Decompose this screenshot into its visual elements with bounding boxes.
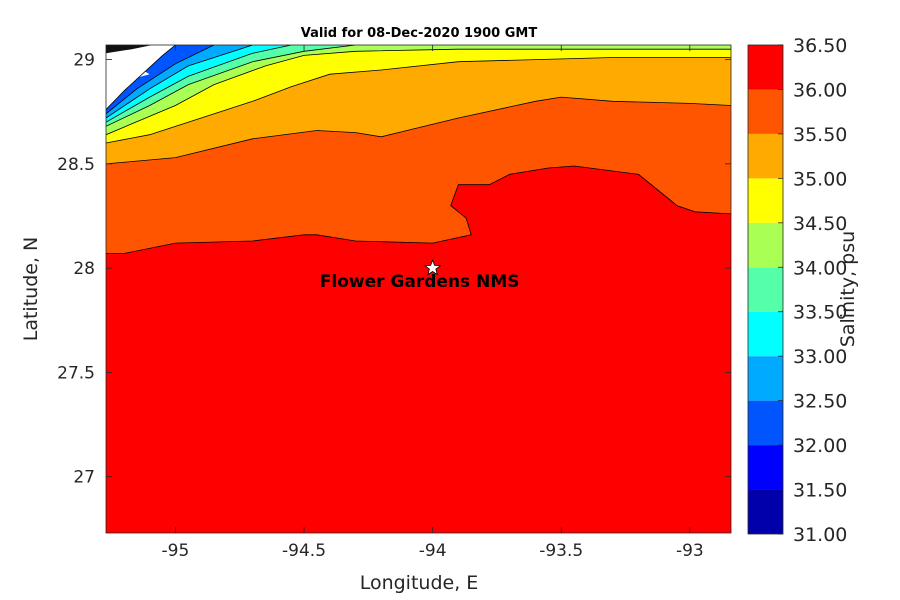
colorbar-block [748,178,783,223]
x-tick-label: -93 [676,541,704,561]
contour-band-36-36.5 [106,165,731,254]
contour-band-34-34.5 [106,45,356,127]
contour-band-32-32.5 [106,45,176,110]
colorbar-block [748,222,783,268]
colorbar-tick-label: 34.50 [793,213,847,235]
colorbar-tick-label: 32.50 [793,391,847,413]
star-icon [423,258,442,276]
x-tick-label: -95 [162,541,190,561]
colorbar-block [748,45,783,90]
y-tick-label: 29 [73,51,95,71]
y-axis-label: Latitude, N [20,237,42,342]
colorbar-tick-label: 31.50 [793,480,847,502]
colorbar-tick-label: 33.50 [793,302,847,324]
site-label: Flower Gardens NMS [320,272,520,292]
contour-band-33-33.5 [106,45,253,119]
colorbar-tick-label: 36.00 [793,79,847,101]
y-tick-label: 28 [73,259,95,279]
land-island [118,59,150,79]
colorbar: 31.00 31.50 32.00 32.50 33.00 33.50 34.00 34.50… [747,35,859,546]
contour-band-34.5-35 [106,48,731,136]
plot-frame [105,44,732,534]
x-tick-label: -94.5 [282,541,326,561]
x-tick-label: -94 [419,541,447,561]
y-tick-label: 27 [73,468,95,488]
y-tick-label: 28.5 [57,155,95,175]
colorbar-block [748,445,783,490]
colorbar-block [748,267,783,312]
colorbar-block [748,356,783,401]
colorbar-tick-label: 36.50 [793,35,847,57]
colorbar-label: Salinity, psu [837,231,859,347]
x-axis-label: Longitude, E [360,572,479,594]
contour-band-33.5-34 [106,45,292,123]
colorbar-frame [747,44,784,535]
band-35-35.5 [106,45,731,143]
colorbar-tick-label: 35.00 [793,168,847,190]
contour-band-35-35.5 [106,57,731,144]
contour-band-35.5-36 [106,96,731,165]
colorbar-tick-label: 34.00 [793,257,847,279]
y-tick-label: 27.5 [57,363,95,383]
colorbar-block [748,311,783,357]
plot-area: -95 -94.5 -94 -93.5 -93 27 27.5 28 28.5 29 [57,44,732,561]
colorbar-tick-label: 33.00 [793,346,847,368]
colorbar-block [748,400,783,446]
site-marker-group: Flower Gardens NMS [320,258,520,292]
land-shoreline-hatch [106,45,153,54]
colorbar-tick-label: 31.00 [793,524,847,546]
contour-band-32.5-33 [106,45,215,115]
x-tick-label: -93.5 [539,541,583,561]
colorbar-block [748,133,783,179]
colorbar-tick-label: 32.00 [793,435,847,457]
colorbar-block [748,89,783,134]
colorbar-tick-label: 35.50 [793,124,847,146]
colorbar-block [748,489,783,534]
chart-title: Valid for 08-Dec-2020 1900 GMT [301,26,538,41]
